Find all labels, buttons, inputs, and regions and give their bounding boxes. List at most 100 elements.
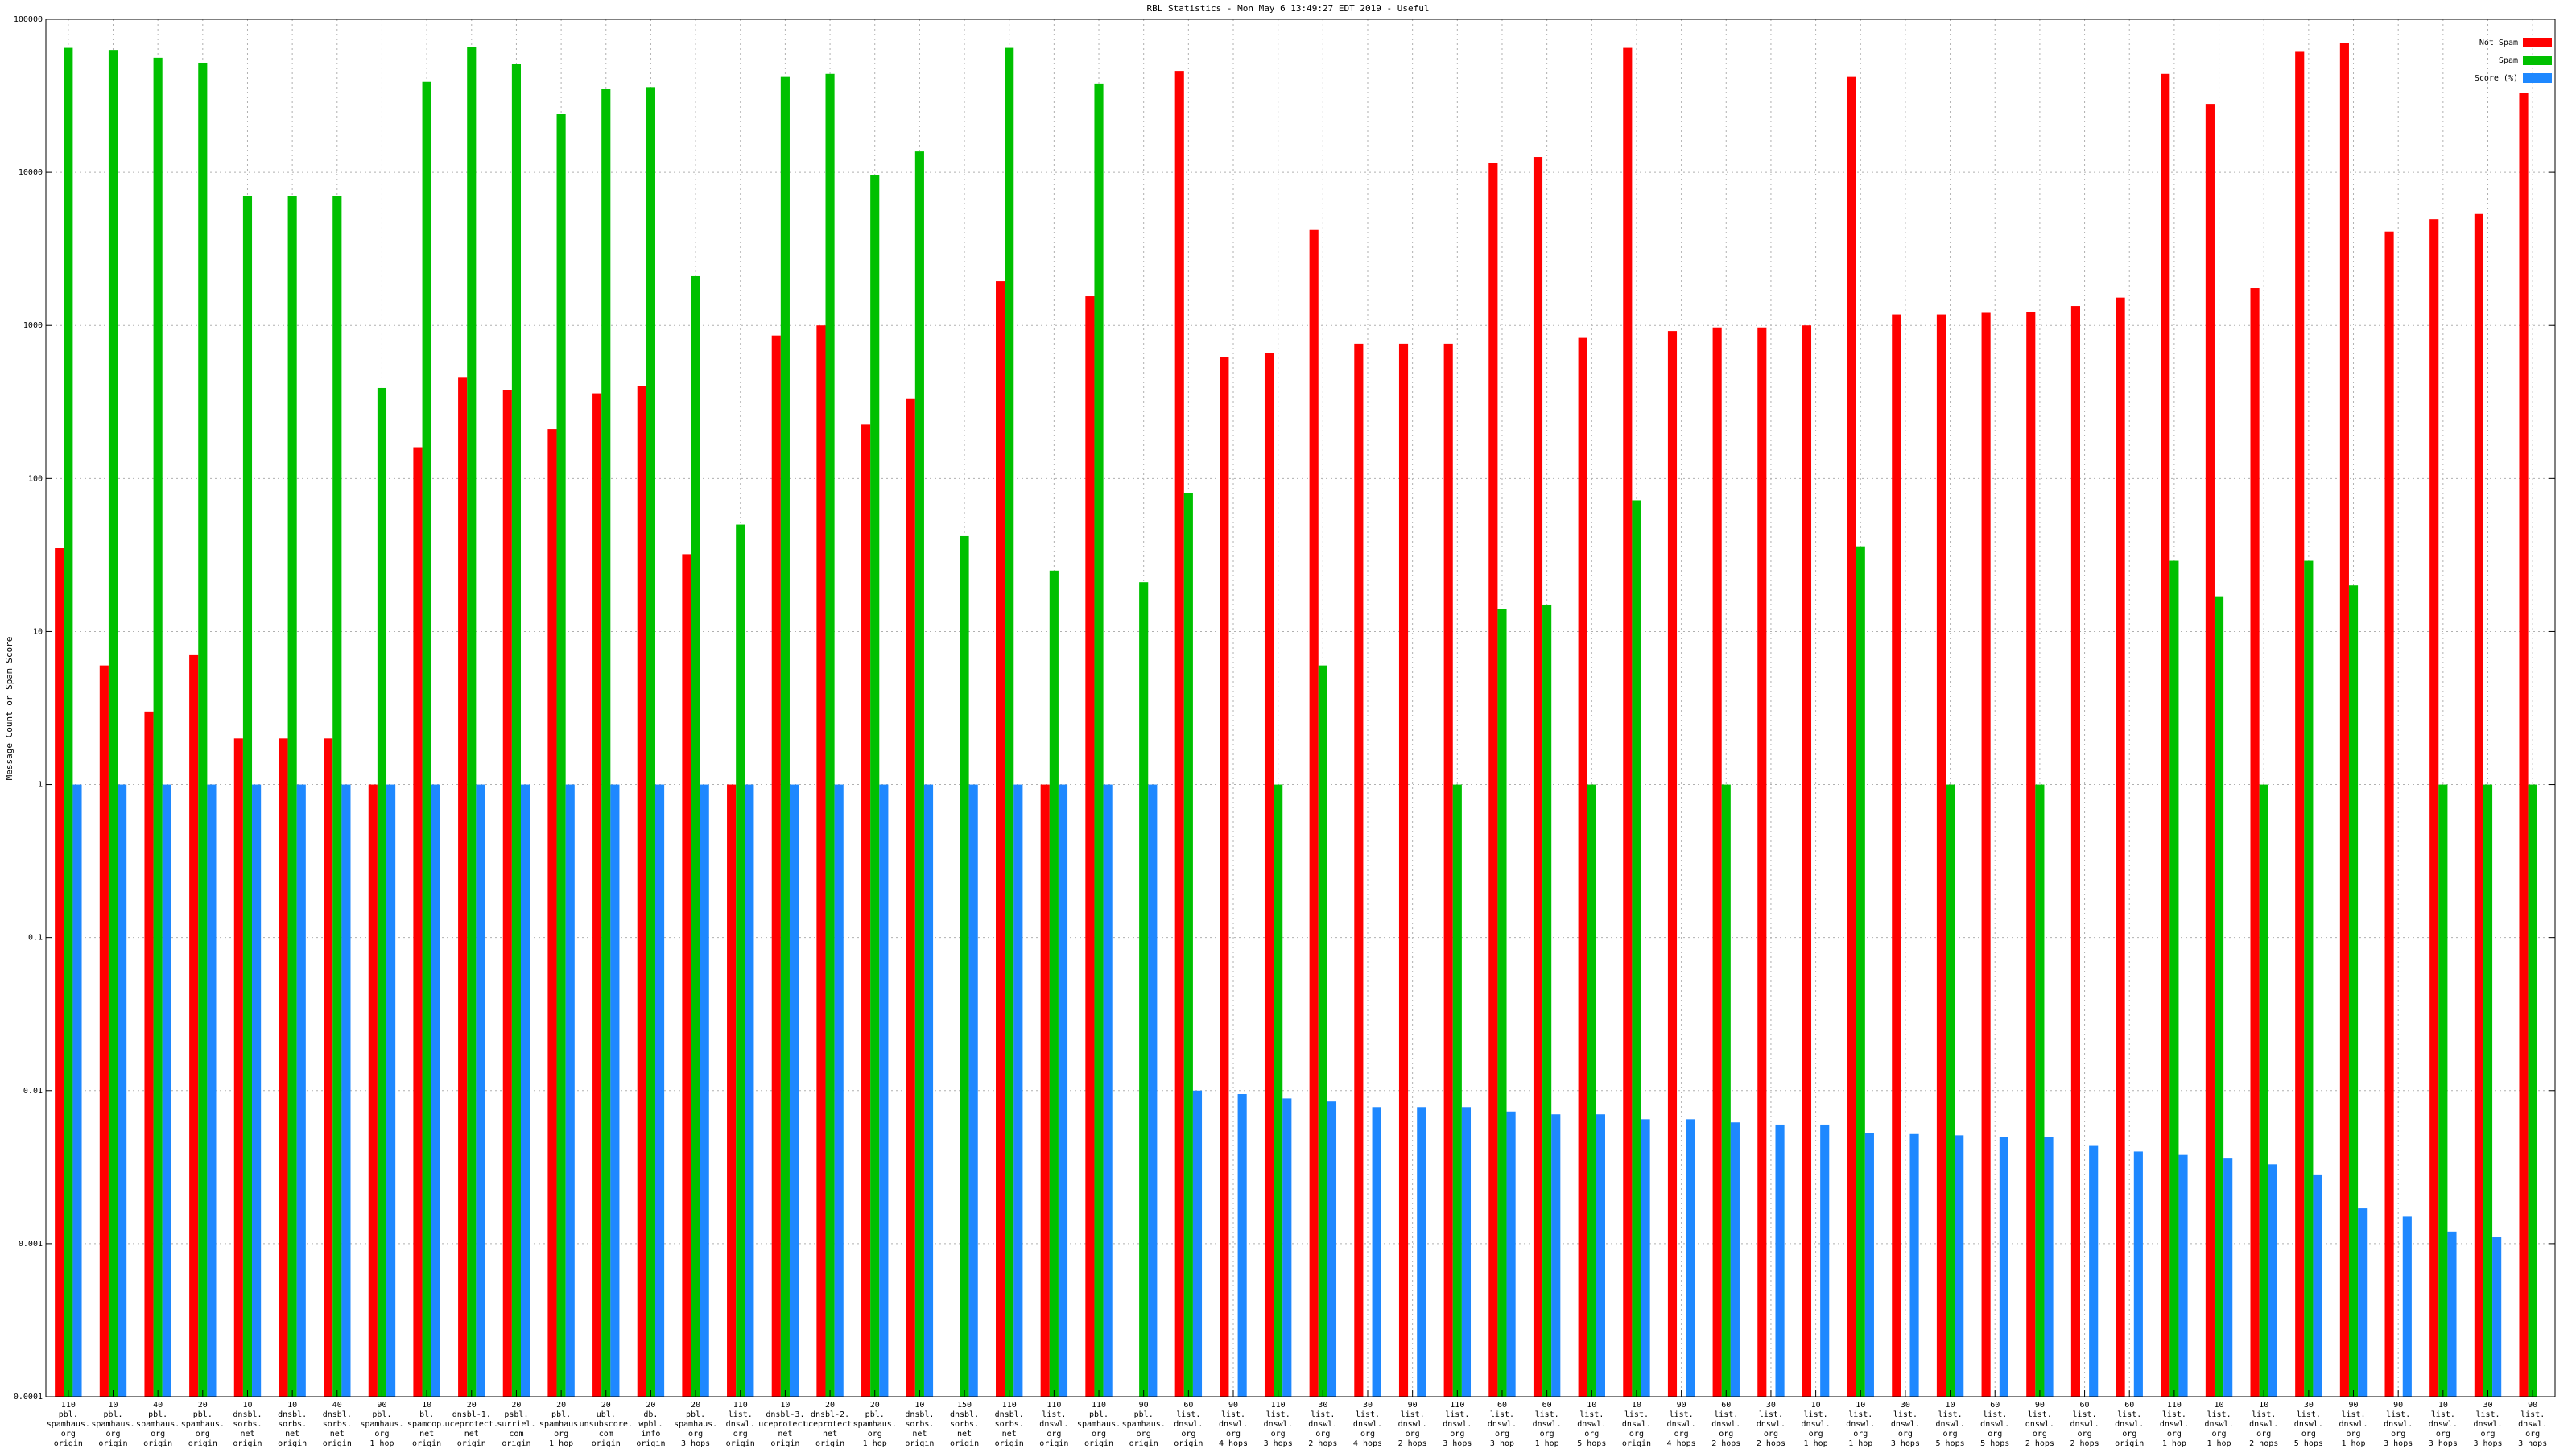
x-tick-label-line: 10 [242,1401,252,1410]
bar [377,387,387,1397]
bar [1587,784,1596,1397]
x-tick-label-line: surriel. [497,1420,535,1429]
x-tick-label-line: dnswl. [1174,1420,1203,1429]
x-tick-label-line: origin [143,1439,172,1448]
bar [431,784,440,1397]
x-tick-label-line: dnswl. [2249,1420,2278,1429]
y-tick-label: 0.01 [23,1087,43,1096]
x-tick-label-line: dnsbl. [995,1410,1024,1419]
x-tick-label-line: 40 [153,1401,163,1410]
bar [646,87,655,1397]
x-tick-label: 110 list. dnswl. org 1 hop [2160,1401,2189,1448]
x-tick-label-line: org [151,1430,165,1439]
x-tick-label-line: list. [1356,1410,1380,1419]
x-tick-label-line: origin [770,1439,799,1448]
x-tick-label-line: list. [1579,1410,1604,1419]
x-tick-label-line: 10 [108,1401,118,1410]
x-tick-label-line: sorbs. [233,1420,262,1429]
x-tick-label-line: pbl. [103,1410,122,1419]
bar [1005,47,1014,1397]
bar [2026,312,2036,1397]
bar [2474,213,2483,1397]
x-tick-label-line: 20 [467,1401,477,1410]
bar [1578,337,1587,1397]
x-tick-label-line: spamhaus. [539,1420,583,1429]
bar [332,196,342,1397]
bar [1981,312,1991,1397]
bar [879,784,889,1397]
x-tick-label-line: 5 hops [1936,1439,1965,1448]
bar [1551,1114,1561,1397]
x-tick-label: 20 db. wpbl. info origin [636,1401,665,1448]
x-tick-label-line: list. [2386,1410,2410,1419]
x-tick-label-line: 40 [332,1401,342,1410]
x-tick-label-line: origin [995,1439,1024,1448]
bar [1452,784,1462,1397]
x-tick-label-line: pbl. [1089,1410,1108,1419]
x-tick-label-line: uceprotect. [803,1420,857,1429]
x-tick-label-line: list. [1848,1410,1872,1419]
x-tick-label-line: 3 hops [1443,1439,1472,1448]
x-tick-label: 30 list. dnswl. org 4 hops [1353,1401,1382,1448]
x-tick-label-line: 10 [2438,1401,2448,1410]
bar [2438,784,2448,1397]
x-tick-label-line: pbl. [59,1410,78,1419]
bar [324,738,333,1397]
x-tick-label: 90 list. dnswl. org 2 hops [1398,1401,1427,1448]
bar [162,784,171,1397]
bar [960,535,969,1397]
x-tick-label-line: org [2212,1430,2227,1439]
x-tick-label-line: sorbs. [950,1420,979,1429]
x-tick-label-line: org [2167,1430,2182,1439]
x-tick-label-line: dnswl. [1533,1420,1562,1429]
bar [1013,784,1023,1397]
y-tick-label: 0.001 [19,1240,43,1249]
x-tick-label-line: 110 [1002,1401,1017,1410]
x-tick-label: 40 dnsbl. sorbs. net origin [323,1401,352,1448]
bar [2133,1151,2143,1397]
x-tick-label-line: origin [233,1439,262,1448]
x-tick-label-line: 1 hop [369,1439,394,1448]
bar [55,548,64,1397]
x-tick-label-line: org [1584,1430,1599,1439]
x-tick-label-line: pbl. [1134,1410,1154,1419]
bar [2348,585,2359,1397]
x-tick-label-line: origin [1622,1439,1651,1448]
bar [413,447,423,1397]
bar [198,62,208,1397]
x-tick-label-line: origin [1039,1439,1068,1448]
x-tick-label-line: 3 hops [1891,1439,1920,1448]
x-tick-label: 60 list. dnswl. org 1 hop [1533,1401,1562,1448]
x-tick-label-line: dnswl. [2204,1420,2233,1429]
bar [2169,560,2179,1397]
y-tick-label: 100 [28,474,43,483]
x-tick-label-line: spamhaus. [91,1420,134,1429]
legend-label: Not Spam [2479,39,2518,47]
x-tick-label-line: org [1540,1430,1554,1439]
x-tick-label-line: 30 [1318,1401,1327,1410]
bar [906,398,915,1397]
bar [2528,784,2537,1397]
x-tick-label: 60 list. dnswl. org origin [1174,1401,1203,1448]
x-tick-label-line: org [105,1430,120,1439]
x-tick-label-line: dnswl. [1802,1420,1831,1429]
x-tick-label-line: list. [2028,1410,2052,1419]
bar [2384,231,2394,1397]
bar [2223,1158,2233,1397]
x-tick-label-line: list. [729,1410,753,1419]
bar [861,424,871,1397]
x-tick-label-line: dnswl. [1667,1420,1696,1429]
bar [1443,343,1453,1397]
x-tick-label-line: list. [1490,1410,1514,1419]
x-tick-label-line: 60 [1990,1401,2000,1410]
bar [2161,73,2170,1397]
x-tick-label-line: org [61,1430,76,1439]
x-tick-label: 110 pbl. spamhaus. org origin [1077,1401,1121,1448]
x-tick-label-line: sorbs. [995,1420,1024,1429]
x-tick-label-line: 20 [870,1401,880,1410]
x-tick-label-line: org [1809,1430,1823,1439]
x-tick-label-line: org [1360,1430,1375,1439]
x-tick-label-line: org [1226,1430,1241,1439]
x-tick-label-line: 20 [601,1401,611,1410]
x-tick-label-line: 4 hops [1667,1439,1696,1448]
